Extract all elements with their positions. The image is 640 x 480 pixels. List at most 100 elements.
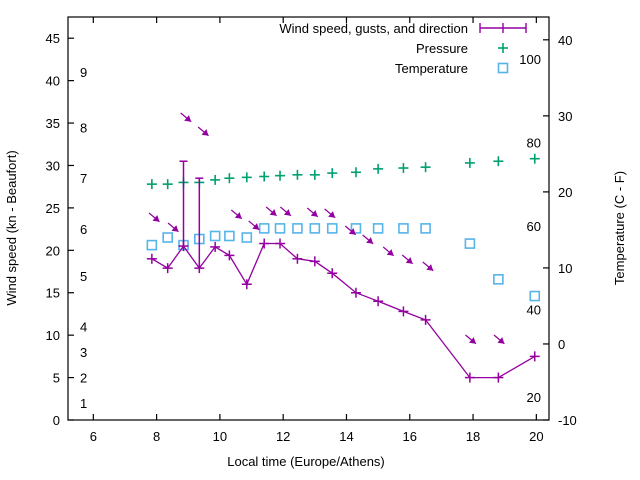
pressure-point [259,171,270,182]
y-tick-label: 30 [46,158,60,173]
wind-speed-point [350,287,361,298]
pressure-point [327,168,338,179]
pressure-point [529,153,540,164]
pressure-point [309,169,320,180]
legend-label: Temperature [395,61,468,76]
y-tick-label: 45 [46,31,60,46]
pressure-point [420,162,431,173]
wind-direction-arrow [306,207,319,218]
wind-direction-arrow [422,261,434,272]
wind-direction-arrow [401,254,414,265]
y2-axis-title: Temperature (C - F) [612,171,627,285]
chart-legend: Wind speed, gusts, and direction Pressure… [279,21,527,76]
pressure-point [350,167,361,178]
beaufort-label: 9 [80,65,87,80]
y2-tick-label: 30 [558,109,572,124]
wind-speed-point [194,177,205,274]
temperature-point [241,232,253,243]
wind-speed-point [224,250,235,261]
wind-speed-point [146,253,157,264]
temperature-point [274,223,286,234]
temperature-point [372,223,384,234]
temperature-point [464,238,476,249]
axes-group [67,16,550,421]
beaufort-label: 7 [80,171,87,186]
pressure-point [373,163,384,174]
wind-direction-arrow [265,206,277,217]
wind-direction-arrow [382,246,395,257]
pressure-point [162,179,173,190]
x-tick-label: 8 [153,429,160,444]
wind-speed-point [493,372,504,383]
x-tick-label: 16 [403,429,417,444]
wind-direction-arrow [493,334,505,345]
y2-tick-label: 40 [558,33,572,48]
wind-direction-arrow [344,225,357,236]
wind-speed-point [162,263,173,274]
inner-scale-labels-group: 1 2 3 4 5 6 7 8 9 20 40 60 80 100 [80,52,541,411]
y2-tick-label: 0 [558,337,565,352]
fahrenheit-label: 40 [527,303,541,318]
legend-entry: Pressure [416,41,508,56]
x-tick-label: 10 [213,429,227,444]
wind-direction-arrow [197,126,209,137]
series-wind-speed [146,160,540,383]
y-tick-label: 15 [46,286,60,301]
beaufort-label: 4 [80,320,87,335]
wind-speed-point [327,268,338,279]
fahrenheit-label: 60 [527,219,541,234]
plot-border [67,16,550,421]
y-tick-label: 10 [46,328,60,343]
wind-direction-arrow [148,212,160,223]
legend-entry: Wind speed, gusts, and direction [279,21,527,36]
wind-speed-point [464,372,475,383]
wind-speed-point [275,238,286,249]
y-tick-label: 20 [46,243,60,258]
y2-tick-label: 10 [558,261,572,276]
temperature-point [326,223,338,234]
wind-speed-point [420,314,431,325]
temperature-point [493,274,504,285]
wind-speed-point [210,241,221,252]
x-tick-label: 14 [339,429,353,444]
wind-speed-point [292,253,303,264]
y2-tick-label: -10 [558,413,577,428]
temperature-point [398,223,409,234]
temperature-point [258,223,270,234]
x-tick-label: 6 [90,429,97,444]
y-tick-label: 25 [46,201,60,216]
pressure-point [493,156,504,167]
temperature-point [350,223,362,234]
temperature-point [309,223,321,234]
legend-label: Wind speed, gusts, and direction [279,21,468,36]
pressure-point [241,172,252,183]
wind-speed-point [178,160,189,252]
x-axis-title: Local time (Europe/Athens) [227,454,385,469]
wind-speed-point [373,296,384,307]
beaufort-label: 6 [80,222,87,237]
y-tick-label: 0 [53,413,60,428]
fahrenheit-label: 100 [519,52,541,67]
beaufort-label: 5 [80,269,87,284]
y-tick-label: 5 [53,371,60,386]
legend-label: Pressure [416,41,468,56]
temperature-point [224,230,235,242]
pressure-point [464,157,475,168]
wind-direction-arrow [324,208,336,219]
pressure-point [398,163,409,174]
fahrenheit-label: 80 [527,135,541,150]
y-tick-label: 40 [46,74,60,89]
wind-speed-point [241,279,252,290]
wind-direction-arrows [148,112,505,345]
wind-direction-arrow [167,222,179,233]
temperature-point [292,223,303,234]
legend-entry: Temperature [395,61,509,76]
wind-speed-point [398,306,409,317]
beaufort-label: 3 [80,345,87,360]
temperature-point [529,290,541,302]
x-tick-label: 12 [276,429,290,444]
pressure-point [146,179,157,190]
pressure-point [292,169,303,180]
